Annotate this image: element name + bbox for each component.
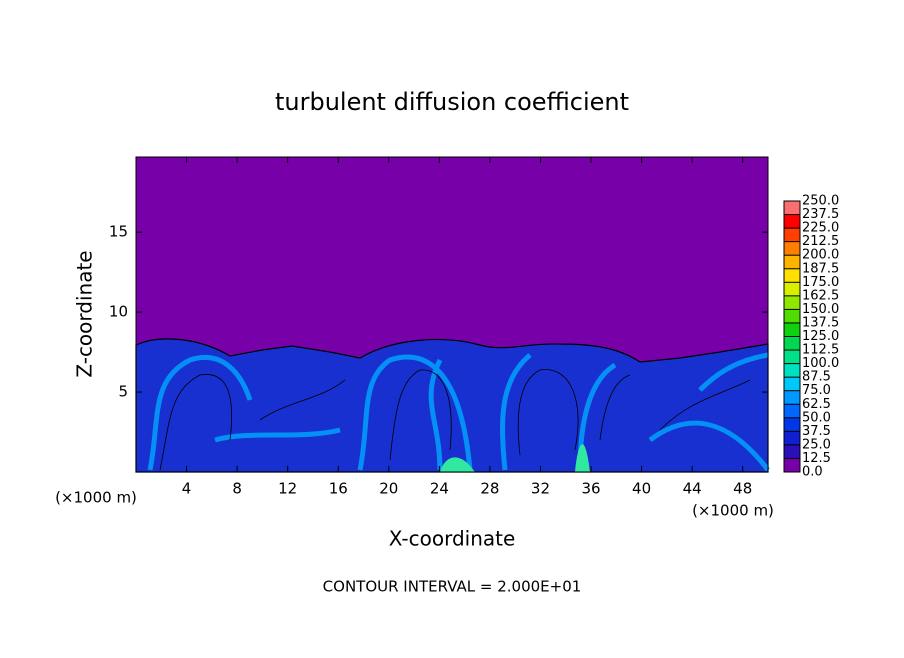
colorbar-label: 250.0: [802, 194, 839, 209]
x-tick-label: 44: [683, 480, 702, 498]
y-unit: (×1000 m): [55, 489, 137, 507]
colorbar-label: 37.5: [802, 424, 831, 439]
colorbar-swatch: [784, 363, 800, 378]
colorbar-label: 175.0: [802, 275, 839, 290]
colorbar-label: 200.0: [802, 248, 839, 263]
colorbar-label: 0.0: [802, 465, 823, 480]
colorbar-label: 162.5: [802, 288, 839, 303]
colorbar-label: 50.0: [802, 410, 831, 425]
colorbar-swatch: [784, 336, 800, 351]
x-tick-label: 36: [581, 480, 600, 498]
colorbar-swatch: [784, 241, 800, 256]
colorbar-label: 212.5: [802, 234, 839, 249]
x-tick-label: 12: [278, 480, 297, 498]
colorbar-swatch: [784, 255, 800, 269]
x-tick-label: 8: [232, 480, 242, 498]
colorbar-swatch: [784, 390, 800, 405]
colorbar-label: 150.0: [802, 302, 839, 317]
plot-frame: [135, 156, 769, 473]
x-tick-label: 40: [632, 480, 651, 498]
contour-field: [135, 157, 770, 473]
colorbar-swatch: [784, 444, 800, 459]
colorbar-swatch: [784, 417, 800, 432]
colorbar-label: 187.5: [802, 261, 839, 276]
colorbar-swatch: [784, 404, 800, 418]
x-tick-label: 48: [733, 480, 752, 498]
colorbar-swatch: [784, 228, 800, 242]
colorbar-swatch: [784, 431, 800, 445]
y-tick-label: 15: [109, 223, 128, 241]
field-region: [135, 338, 769, 473]
x-tick-label: 16: [329, 480, 348, 498]
colorbar-label: 237.5: [802, 207, 839, 222]
colorbar-swatch: [784, 377, 800, 391]
annotation: CONTOUR INTERVAL = 2.000E+01: [323, 578, 582, 596]
colorbar-label: 25.0: [802, 437, 831, 452]
colorbar-swatch: [784, 295, 800, 310]
colorbar-label: 12.5: [802, 451, 831, 466]
x-tick-label: 28: [480, 480, 499, 498]
contour-lines: [159, 369, 751, 471]
y-tick-label: 5: [118, 383, 128, 401]
x-tick-label: 24: [430, 480, 449, 498]
x-axis-label: X-coordinate: [389, 527, 516, 551]
x-tick-label: 32: [531, 480, 550, 498]
colorbar-label: 87.5: [802, 370, 831, 385]
colorbar-label: 62.5: [802, 397, 831, 412]
colorbar-swatch: [784, 350, 800, 364]
colorbar-swatch: [784, 322, 800, 337]
colorbar-label: 225.0: [802, 221, 839, 236]
y-axis-label: Z-coordinate: [73, 250, 97, 377]
colorbar-label: 75.0: [802, 383, 831, 398]
x-unit: (×1000 m): [692, 502, 774, 520]
colorbar-swatch: [784, 268, 800, 283]
colorbar-label: 100.0: [802, 356, 839, 371]
colorbar-label: 137.5: [802, 315, 839, 330]
colorbar-swatch: [784, 309, 800, 323]
colorbar-swatch: [784, 282, 800, 296]
colorbar-swatch: [784, 201, 800, 215]
chart-title: turbulent diffusion coefficient: [275, 88, 629, 116]
field-highs: [440, 444, 590, 472]
colorbar-label: 125.0: [802, 329, 839, 344]
colorbar-swatch: [784, 214, 800, 229]
x-tick-label: 20: [379, 480, 398, 498]
colorbar-label: 112.5: [802, 343, 839, 358]
colorbar-swatch: [784, 458, 800, 472]
x-tick-label: 4: [182, 480, 192, 498]
field-streaks: [147, 352, 770, 472]
y-tick-label: 10: [109, 303, 128, 321]
